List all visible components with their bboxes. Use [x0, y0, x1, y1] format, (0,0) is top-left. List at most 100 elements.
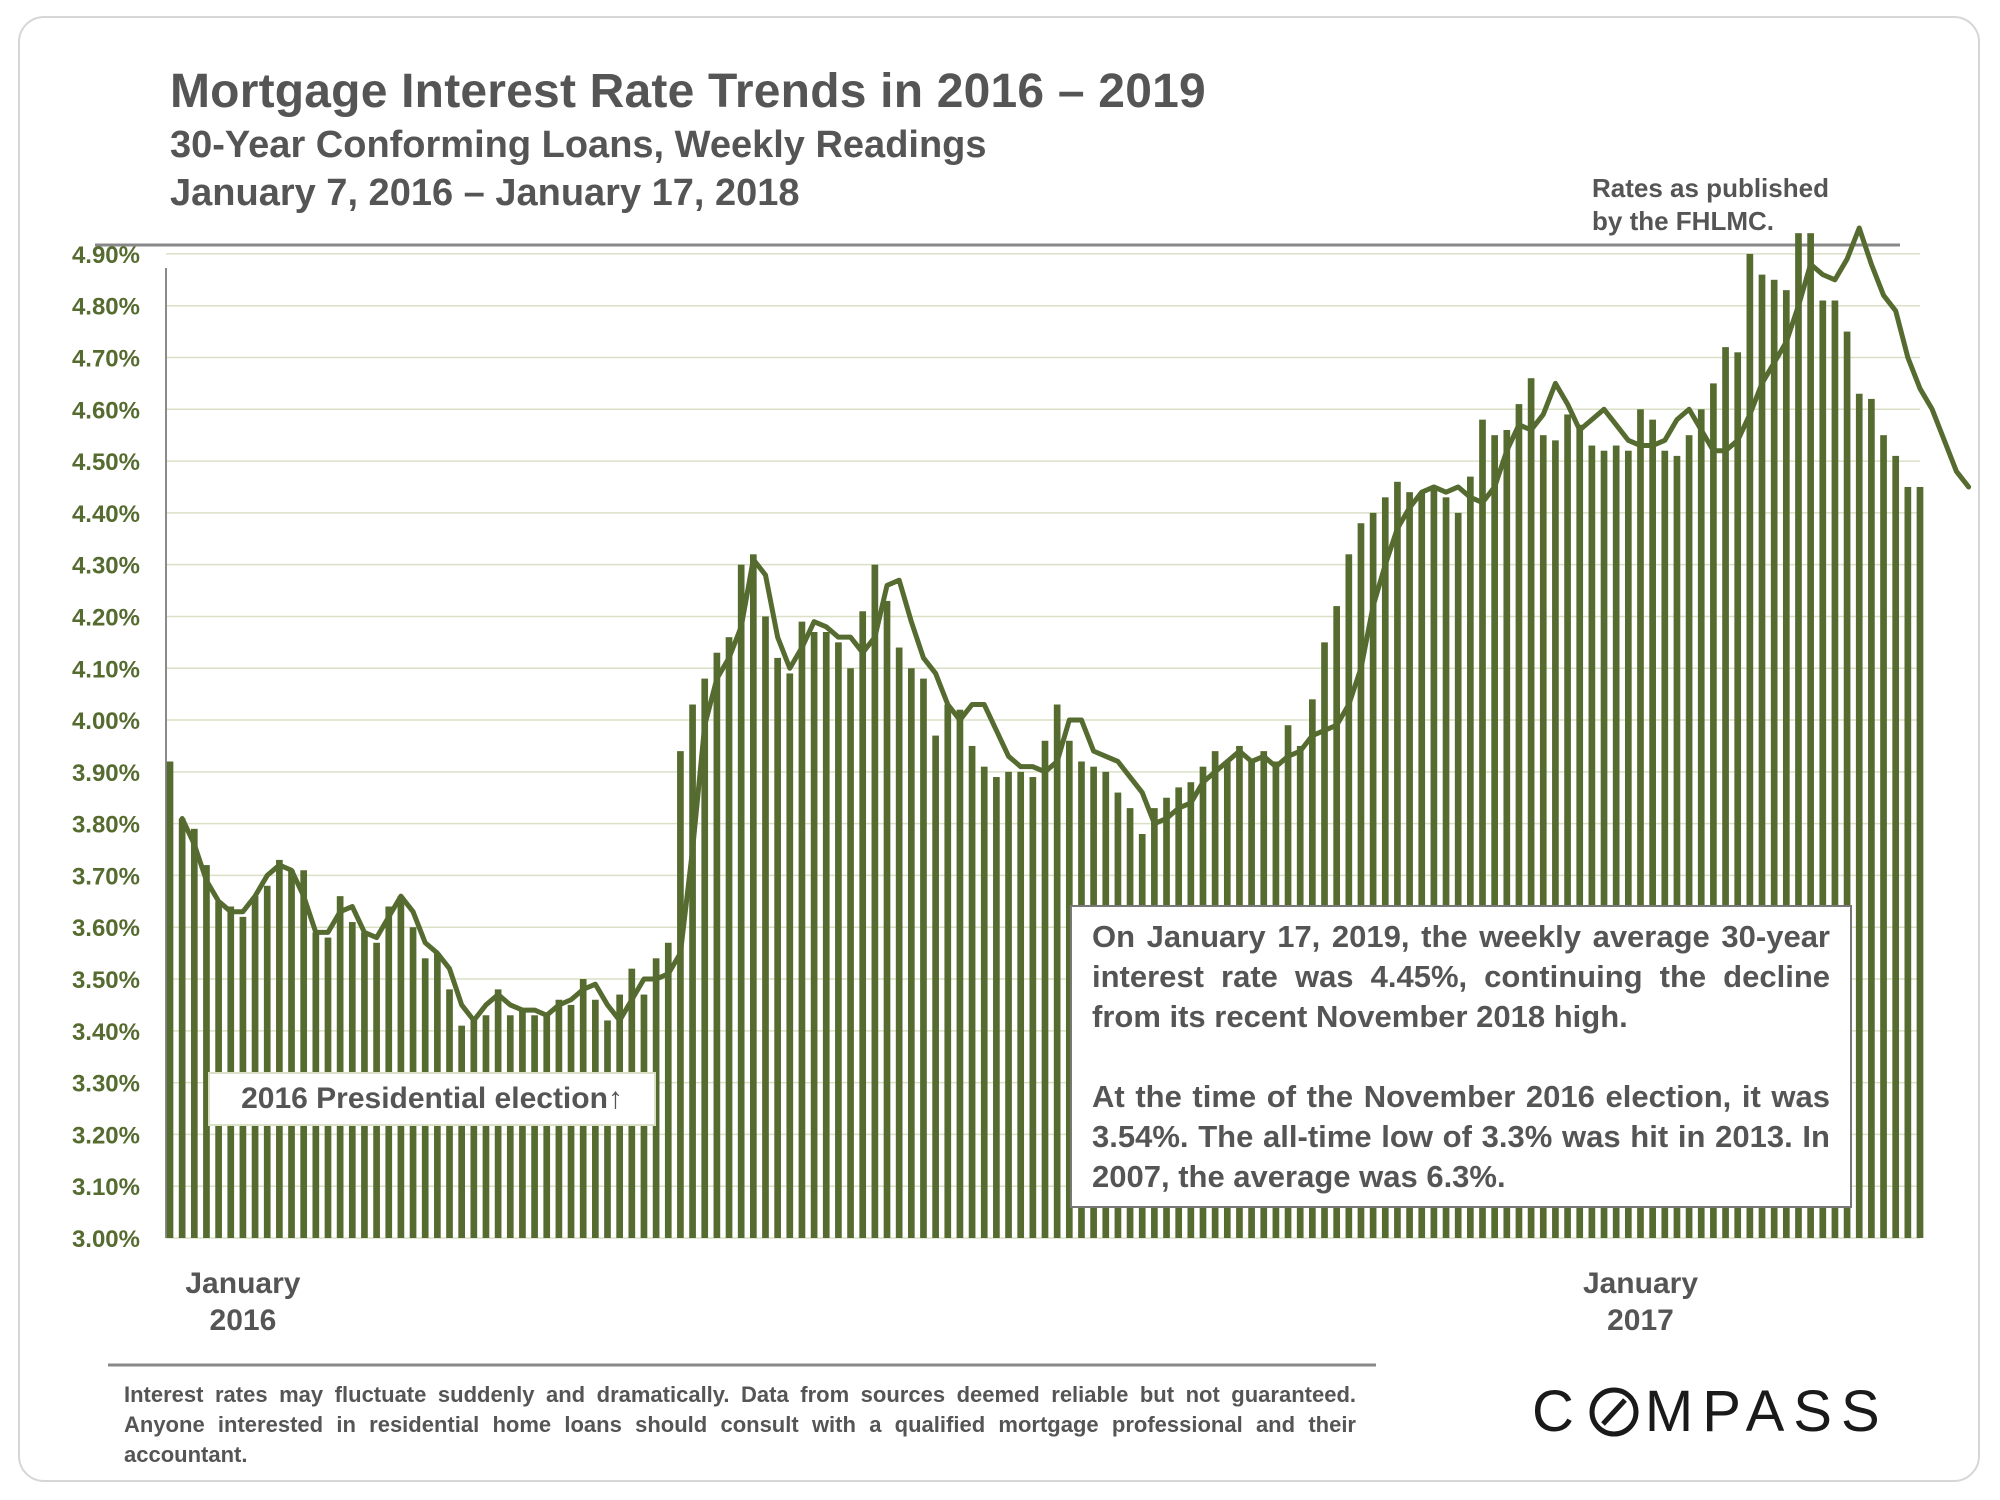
- trend-line: [179, 225, 1972, 1023]
- source-note-line1: Rates as published: [1592, 173, 1829, 203]
- x-tick-label-month: January: [185, 1267, 300, 1300]
- bar: [907, 668, 915, 1238]
- bar: [810, 632, 818, 1238]
- y-tick-label: 3.80%: [72, 812, 140, 839]
- bar: [1819, 300, 1827, 1238]
- x-tick-label-month: January: [1583, 1267, 1698, 1300]
- bar: [1722, 347, 1729, 1239]
- bar: [762, 616, 769, 1238]
- bar: [1065, 740, 1073, 1238]
- bar: [1661, 450, 1669, 1238]
- chart-title: Mortgage Interest Rate Trends in 2016 – …: [170, 65, 1206, 118]
- bar: [1041, 740, 1049, 1238]
- bar: [1916, 486, 1924, 1238]
- bar: [701, 678, 709, 1238]
- bar: [1807, 233, 1814, 1238]
- compass-logo: C MPASS: [1532, 1378, 1889, 1445]
- bar: [1527, 378, 1535, 1238]
- bar: [1430, 486, 1438, 1238]
- bar: [652, 958, 660, 1238]
- bar: [1576, 424, 1584, 1238]
- bar: [1406, 492, 1413, 1239]
- y-tick-label: 4.60%: [72, 397, 140, 424]
- bar: [689, 704, 696, 1238]
- bar: [944, 704, 952, 1238]
- bar: [822, 632, 830, 1238]
- bar: [336, 896, 344, 1238]
- bar: [1017, 771, 1025, 1238]
- bar: [300, 870, 308, 1238]
- bar: [1758, 274, 1766, 1239]
- bar: [968, 745, 976, 1238]
- bar: [1418, 492, 1426, 1239]
- bar: [1479, 419, 1486, 1239]
- bar: [956, 709, 964, 1238]
- y-axis-ticks: 3.00% 3.10% 3.20% 3.30% 3.40% 3.50% 3.60% 3.70%…: [72, 242, 140, 1253]
- y-tick-label: 4.00%: [72, 708, 140, 735]
- y-tick-label: 3.90%: [72, 760, 140, 787]
- bar: [1491, 435, 1498, 1239]
- bar: [506, 1015, 514, 1238]
- bar: [190, 828, 198, 1238]
- bar: [749, 554, 757, 1238]
- y-tick-label: 4.50%: [72, 449, 140, 476]
- bar: [993, 777, 1000, 1238]
- bar: [1381, 497, 1389, 1238]
- y-tick-label: 4.30%: [72, 553, 140, 580]
- bar: [1357, 523, 1365, 1238]
- bar: [203, 865, 210, 1238]
- bar: [531, 1015, 538, 1238]
- bar: [1394, 481, 1401, 1238]
- bar: [1697, 409, 1705, 1238]
- bar: [482, 1015, 490, 1238]
- bar: [1685, 435, 1693, 1239]
- y-tick-label: 4.80%: [72, 294, 140, 321]
- bar: [1612, 445, 1620, 1238]
- y-tick-label: 4.20%: [72, 604, 140, 631]
- compass-o-icon: [1589, 1387, 1639, 1436]
- y-tick-label: 3.70%: [72, 863, 140, 890]
- bar: [178, 818, 186, 1238]
- bar: [543, 1015, 551, 1238]
- bar: [1552, 440, 1559, 1238]
- bar: [1855, 393, 1863, 1238]
- bar: [713, 652, 721, 1238]
- commentary-paragraph-1: On January 17, 2019, the weekly average …: [1092, 919, 1830, 1034]
- bar: [725, 637, 733, 1238]
- y-tick-label: 4.70%: [72, 345, 140, 372]
- bar: [1454, 512, 1462, 1238]
- disclaimer: Interest rates may fluctuate suddenly an…: [124, 1382, 1356, 1467]
- bar: [1637, 409, 1644, 1238]
- x-tick-label-year: 2016: [210, 1304, 277, 1337]
- bar: [883, 600, 891, 1238]
- bar: [871, 564, 879, 1238]
- bar: [664, 942, 672, 1238]
- bar: [835, 642, 842, 1238]
- bar: [1600, 450, 1608, 1238]
- bar: [1746, 253, 1754, 1238]
- bar: [774, 657, 781, 1238]
- bar: [980, 766, 988, 1238]
- bar: [251, 896, 259, 1238]
- y-tick-label: 4.40%: [72, 501, 140, 528]
- bar: [1770, 279, 1778, 1238]
- bar: [1673, 455, 1681, 1238]
- bar: [786, 673, 794, 1238]
- bar: [1503, 430, 1511, 1238]
- election-label-text: 2016 Presidential election: [241, 1082, 608, 1115]
- up-arrow-icon: ↑: [607, 1082, 623, 1115]
- bar: [458, 1025, 466, 1238]
- bar: [1734, 352, 1742, 1238]
- bar: [932, 735, 939, 1238]
- election-label: 2016 Presidential election ↑: [208, 1072, 656, 1126]
- bar: [1624, 450, 1632, 1238]
- bar: [1053, 704, 1061, 1238]
- bar: [1892, 455, 1900, 1238]
- bar: [288, 870, 295, 1238]
- bar: [1868, 398, 1875, 1238]
- bar: [920, 678, 927, 1238]
- bar: [470, 1020, 478, 1238]
- source-note: Rates as published by the FHLMC.: [1592, 172, 1892, 238]
- y-tick-label: 3.20%: [72, 1122, 140, 1149]
